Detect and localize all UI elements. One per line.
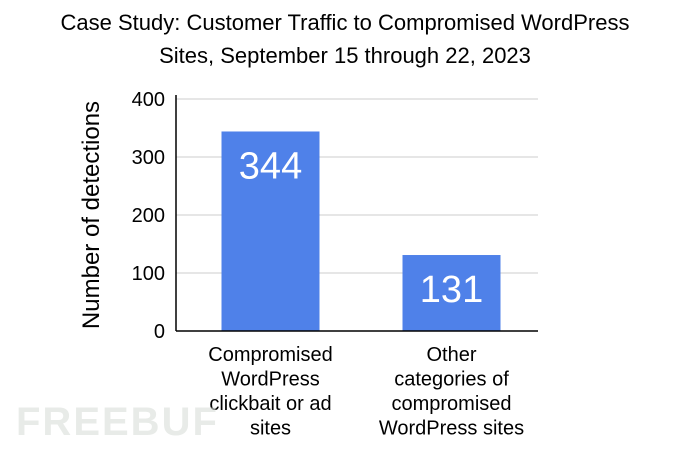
chart-title-line: Sites, September 15 through 22, 2023	[159, 43, 531, 68]
data-label: 131	[420, 269, 483, 311]
y-tick-label: 100	[132, 263, 165, 285]
y-axis-label: Number of detections	[78, 101, 105, 329]
data-labels: 344 131	[239, 145, 483, 311]
bar	[221, 131, 320, 331]
y-tick-label: 200	[132, 205, 165, 227]
chart-title: Case Study: Customer Traffic to Compromi…	[61, 10, 630, 68]
watermark-logo: FREEBUF	[16, 400, 219, 444]
y-tick-label: 400	[132, 89, 165, 111]
data-label: 344	[239, 145, 302, 187]
bars	[221, 131, 501, 331]
bar	[402, 255, 501, 331]
axes	[175, 95, 538, 332]
x-tick-label: Other categories of compromised WordPress s…	[379, 344, 524, 440]
y-tick-labels: 0 100 200 300 400	[132, 89, 165, 343]
chart-title-line: Case Study: Customer Traffic to Compromi…	[61, 10, 630, 35]
y-tick-label: 300	[132, 147, 165, 169]
y-tick-label: 0	[154, 321, 165, 343]
x-tick-label: Compromised WordPress clickbait or ad sites	[208, 344, 332, 440]
x-tick-labels: Compromised WordPress clickbait or ad sites…	[208, 344, 524, 440]
